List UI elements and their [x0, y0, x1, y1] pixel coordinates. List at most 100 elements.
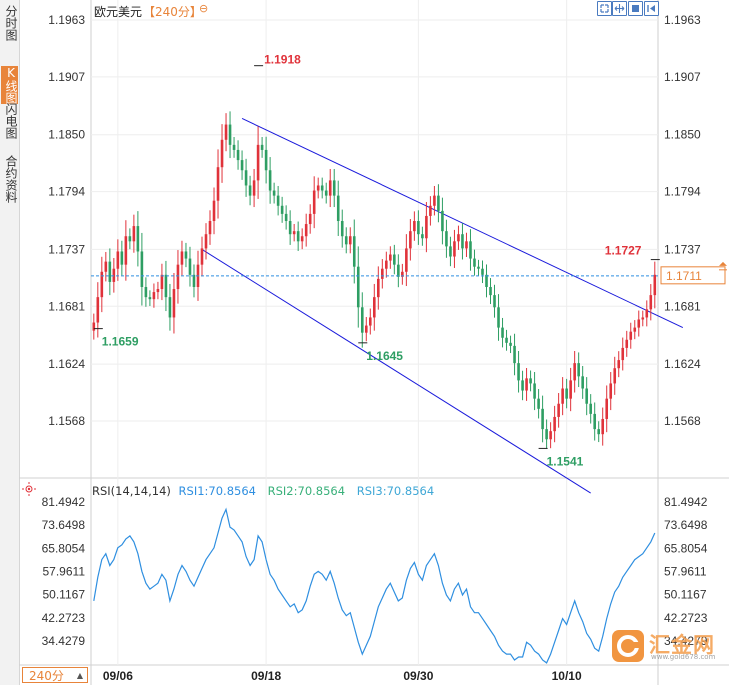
candle-body	[565, 388, 568, 399]
candle-body	[621, 347, 625, 361]
y-tick-left: 1.1963	[48, 13, 85, 27]
watermark: 汇金网 www.gold678.com	[611, 629, 721, 663]
candle-body	[649, 295, 653, 310]
candle-body	[224, 124, 228, 140]
candle-body	[609, 383, 613, 399]
candle-body	[180, 251, 184, 265]
candle-body	[124, 236, 128, 265]
candle-body	[200, 248, 204, 265]
sidebar-tab-3[interactable]: 合约资料	[4, 155, 18, 203]
candle-body	[352, 236, 356, 267]
candle-body	[340, 221, 344, 237]
candle-body	[425, 215, 428, 239]
annotation-label: 1.1727	[605, 244, 642, 258]
watermark-logo-icon	[612, 630, 644, 662]
candle-body	[264, 149, 268, 171]
fit-icon[interactable]	[597, 1, 612, 16]
sidebar-tab-0[interactable]: 分时图	[4, 5, 18, 41]
candle-body	[268, 170, 272, 191]
candle-body	[493, 295, 496, 308]
candle-body	[417, 221, 420, 235]
candle-body	[449, 246, 452, 257]
candle-body	[372, 297, 376, 318]
rsi-tick-left: 50.1167	[43, 588, 86, 602]
candle-body	[144, 286, 148, 298]
candle-body	[232, 144, 236, 150]
candle-body	[573, 363, 576, 381]
sidebar-tab-1[interactable]: K线图	[1, 66, 18, 104]
candle-body	[553, 416, 556, 432]
candle-body	[549, 431, 552, 440]
x-tick-label: 09/30	[403, 669, 433, 683]
channel-upper-line	[241, 118, 684, 329]
candle-body	[437, 195, 440, 211]
y-tick-left: 1.1737	[48, 242, 85, 256]
candle-body	[445, 231, 448, 247]
candle-body	[465, 241, 468, 249]
candle-body	[597, 429, 600, 435]
candle-body	[513, 345, 516, 364]
annotation-label: 1.1659	[102, 335, 139, 349]
candle-body	[256, 144, 260, 181]
candle-body	[248, 185, 252, 196]
y-tick-right: 1.1681	[664, 299, 701, 313]
candle-body	[308, 213, 312, 225]
candle-body	[413, 221, 416, 232]
current-price-line: 1.1711	[91, 261, 727, 285]
candle-body	[605, 398, 609, 419]
candle-body	[433, 195, 436, 206]
candle-body	[188, 258, 192, 275]
scroll-end-icon[interactable]	[644, 1, 659, 16]
candle-body	[244, 170, 248, 186]
refresh-icon[interactable]: ⊖	[199, 2, 209, 15]
y-tick-right: 1.1624	[664, 357, 701, 371]
candle-body	[336, 195, 340, 222]
symbol-title: 欧元美元	[94, 5, 143, 19]
candle-body	[593, 413, 596, 430]
candle-body	[136, 226, 140, 252]
candle-body	[212, 200, 216, 222]
candle-body	[393, 254, 396, 265]
candle-body	[601, 418, 605, 435]
candle-body	[344, 236, 348, 245]
candlesticks	[92, 111, 657, 449]
annotation-label: 1.1541	[547, 454, 584, 468]
rsi1-line	[93, 507, 656, 664]
price-annotations: 1.1918 1.1659 1.1645 1.1541 1.1727	[93, 53, 660, 468]
candle-body	[360, 307, 364, 333]
candle-body	[501, 327, 504, 338]
x-tick-label: 09/06	[103, 669, 133, 683]
rsi-tick-left: 81.4942	[42, 495, 86, 509]
candle-body	[505, 337, 508, 343]
y-tick-right: 1.1737	[664, 242, 701, 256]
zoom-out-icon[interactable]	[628, 1, 643, 16]
candle-body	[288, 221, 292, 235]
sidebar-tab-2[interactable]: 闪电图	[4, 103, 18, 139]
candle-body	[280, 205, 284, 214]
candle-body	[473, 258, 476, 267]
rsi1-value: RSI1:70.8564	[178, 484, 256, 498]
candle-body	[401, 271, 404, 277]
candle-body	[312, 190, 316, 214]
candle-body	[489, 286, 492, 296]
period-selector[interactable]: 240分 ▲	[22, 667, 88, 683]
candle-body	[629, 331, 633, 340]
candle-body	[537, 398, 540, 409]
candle-body	[304, 224, 308, 237]
period-label: 【240分】	[143, 5, 202, 19]
candle-body	[132, 226, 136, 242]
sidebar: 分时图 K线图 闪电图合约资料	[0, 0, 20, 685]
candle-body	[148, 297, 152, 300]
y-tick-right: 1.1850	[664, 128, 701, 142]
candle-body	[517, 363, 520, 381]
candle-body	[320, 185, 324, 191]
current-price-box	[660, 266, 726, 285]
zoom-in-icon[interactable]	[612, 1, 627, 16]
annotation-label: 1.1918	[264, 53, 301, 67]
candle-body	[545, 429, 548, 440]
rsi-tick-left: 65.8054	[42, 541, 86, 555]
candle-body	[160, 274, 164, 290]
candle-body	[252, 180, 256, 196]
x-tick-label: 09/18	[251, 669, 281, 683]
